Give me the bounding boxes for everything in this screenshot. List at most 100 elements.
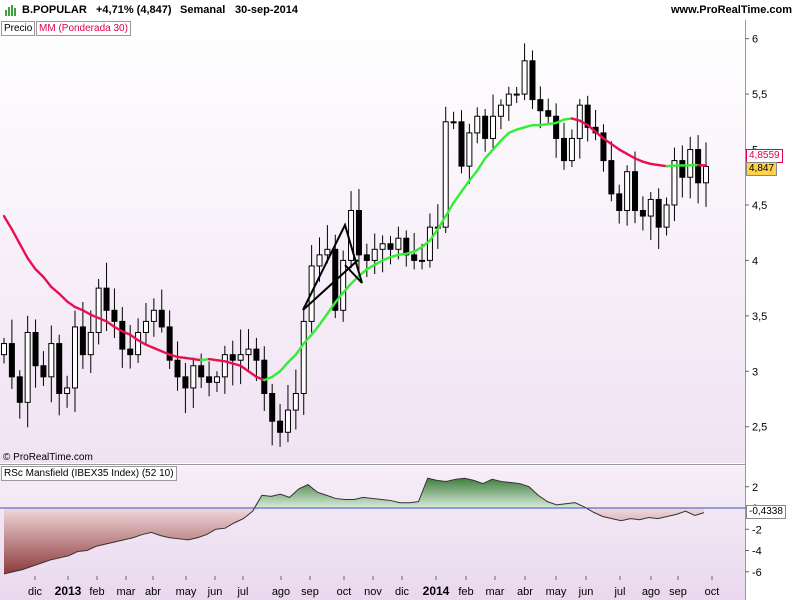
indicator-title: RSc Mansfield (IBEX35 Index) (52 10): [1, 466, 177, 481]
ma-segment: [263, 375, 274, 382]
candle-body: [490, 115, 497, 139]
x-tick-label: abr: [517, 586, 533, 598]
x-tick-label: 2014: [423, 584, 450, 598]
candle-body: [24, 331, 31, 403]
indicator-tick-label: 2: [752, 482, 758, 494]
candle-body: [371, 248, 378, 261]
ma-segment: [192, 357, 203, 362]
ma-segment: [523, 123, 534, 129]
candle-body: [340, 259, 347, 311]
ma-segment: [436, 214, 447, 231]
ma-segment: [10, 228, 21, 245]
candle-body: [229, 354, 236, 361]
candle-body: [253, 348, 260, 361]
candle-body: [419, 259, 426, 262]
ma-segment: [665, 164, 676, 168]
candle-body: [355, 210, 362, 256]
ma-segment: [657, 163, 668, 168]
candle-body: [135, 331, 142, 356]
ma-segment: [491, 139, 503, 151]
price-change: +4,71% (4,847): [96, 4, 172, 16]
chart-header: B.POPULAR +4,71% (4,847) Semanal 30-sep-…: [0, 0, 800, 20]
ma-segment: [89, 313, 100, 320]
candle-body: [174, 359, 181, 378]
x-tick-label: may: [546, 586, 567, 598]
candle-body: [474, 115, 481, 134]
candle-body: [284, 409, 291, 433]
triangle-drawing[interactable]: [302, 222, 363, 311]
candle-body: [48, 343, 55, 378]
ma-segment: [247, 370, 258, 379]
ma-value-tag: 4,8559: [746, 149, 783, 163]
candle-body: [269, 392, 276, 422]
candle-body: [663, 204, 670, 228]
candle-body: [277, 420, 284, 433]
ma-segment: [373, 259, 384, 267]
ma-segment: [152, 346, 163, 353]
ma-segment: [302, 333, 313, 345]
ma-segment: [160, 350, 171, 356]
ma-segment: [26, 256, 37, 271]
ma-segment: [270, 370, 282, 379]
candle-body: [206, 376, 213, 383]
ma-segment: [649, 162, 660, 167]
ma-segment: [610, 142, 621, 151]
ma-segment: [199, 357, 211, 362]
candle-body: [190, 365, 197, 389]
copyright-text: © ProRealTime.com: [3, 452, 93, 463]
ma-segment: [515, 126, 526, 131]
ma-segment: [547, 121, 558, 126]
ma-segment: [460, 179, 471, 193]
x-tick-label: jul: [236, 586, 248, 598]
ma-segment: [428, 228, 440, 242]
candle-body: [561, 137, 568, 162]
ma-segment: [405, 250, 416, 255]
legend-price-label: Precio: [1, 21, 36, 36]
candle-body: [379, 243, 386, 250]
ma-segment: [223, 360, 234, 365]
ma-segment: [97, 316, 108, 323]
candle-body: [647, 198, 654, 217]
indicator-area: [0, 477, 745, 575]
ma-segment: [81, 309, 92, 316]
candle-body: [103, 287, 110, 311]
price-tick-label: 4,5: [752, 200, 767, 212]
candle-body: [221, 354, 228, 378]
candle-body: [32, 331, 39, 367]
ma-segment: [468, 169, 479, 182]
candle-body: [639, 210, 646, 217]
ma-segment: [129, 333, 140, 342]
candle-body: [568, 137, 575, 162]
candle-body: [237, 354, 244, 361]
candle-body: [411, 254, 418, 261]
x-tick-label: jul: [613, 586, 625, 598]
indicator-value-tag: -0,4338: [746, 505, 786, 519]
ma-segment: [231, 362, 242, 367]
candle-body: [537, 99, 544, 112]
x-tick-label: dic: [28, 586, 43, 598]
last-price-tag: 4,847: [746, 162, 778, 176]
ma-segment: [334, 291, 345, 304]
ma-segment: [310, 323, 321, 336]
ma-segment: [381, 255, 392, 262]
chart-area[interactable]: 2,533,544,555,56 20-2-4-6 dic2013febmara…: [0, 20, 800, 600]
ma-segment: [476, 157, 487, 172]
site-link[interactable]: www.ProRealTime.com: [670, 4, 792, 16]
x-tick-label: 2013: [55, 584, 82, 598]
ma-segment: [144, 343, 156, 350]
candle-body: [292, 392, 299, 411]
candle-body: [624, 171, 631, 212]
candle-body: [387, 243, 394, 250]
x-tick-label: feb: [458, 586, 473, 598]
ma-segment: [554, 118, 566, 125]
candlestick-series: [1, 43, 709, 447]
ma-segment: [18, 242, 29, 260]
ma-segment: [452, 190, 463, 204]
x-tick-label: ago: [642, 586, 660, 598]
ma-segment: [444, 201, 455, 218]
candle-body: [1, 343, 7, 356]
price-y-axis: 2,533,544,555,56: [745, 34, 767, 434]
candle-body: [182, 376, 189, 389]
candle-body: [505, 93, 512, 106]
candle-body: [16, 376, 23, 403]
